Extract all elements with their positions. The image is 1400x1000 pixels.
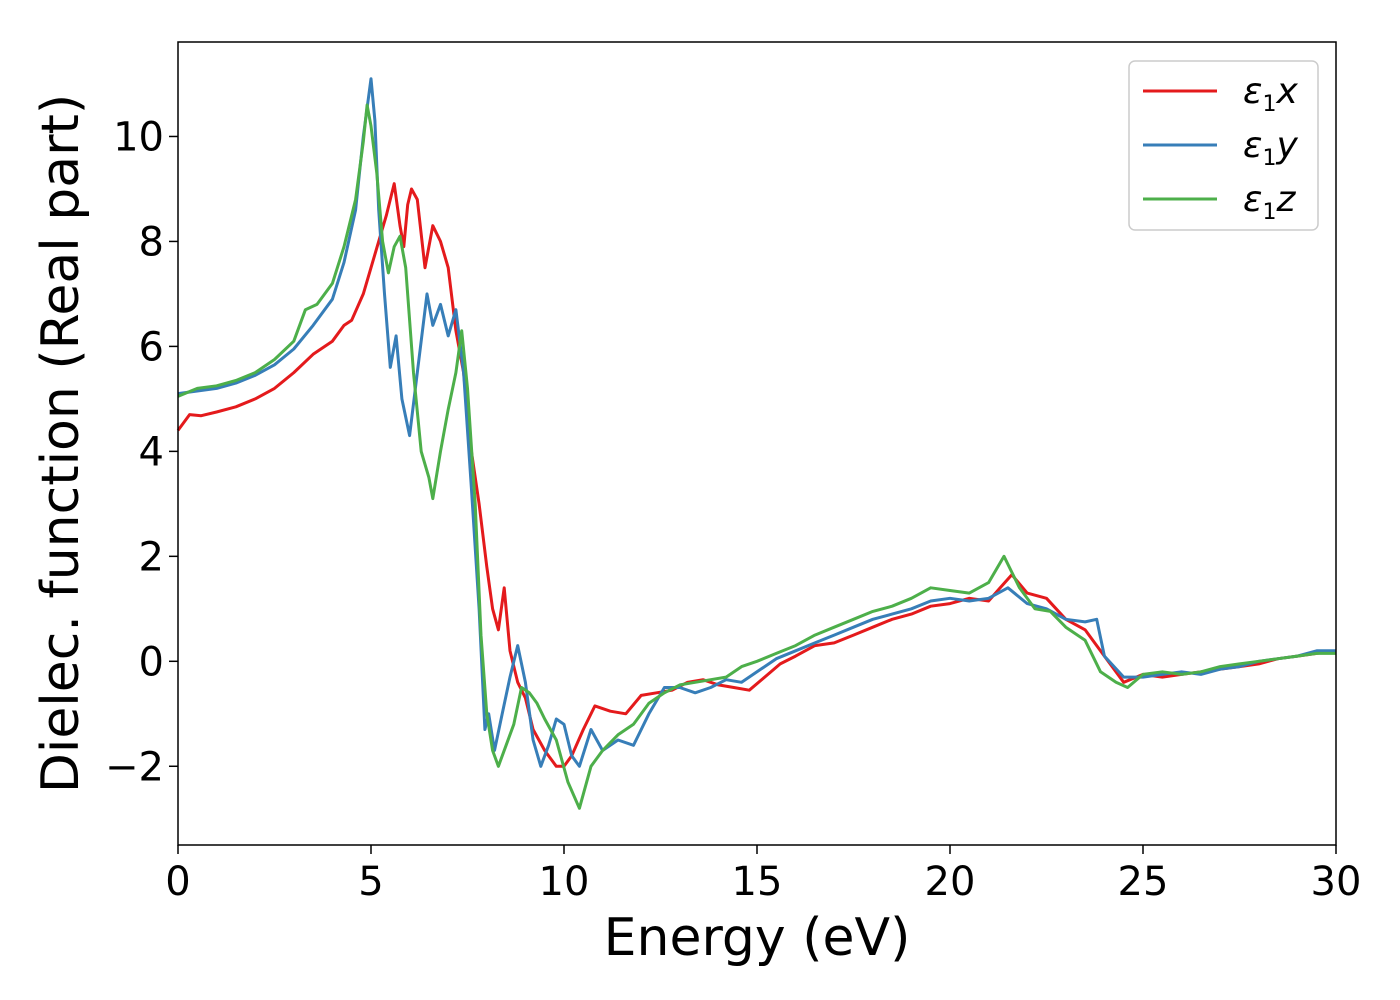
legend-label-x: ε1x [1243, 71, 1298, 117]
y-tick-label: 2 [139, 534, 164, 580]
legend-label-y: ε1y [1243, 125, 1298, 171]
x-axis-label: Energy (eV) [604, 908, 911, 968]
x-tick-label: 20 [925, 859, 976, 905]
y-tick-label: −2 [105, 744, 164, 790]
legend-label-z: ε1z [1243, 179, 1296, 225]
x-tick-label: 25 [1118, 859, 1169, 905]
series-line-x [176, 182, 1337, 768]
x-tick-label: 15 [732, 859, 783, 905]
x-tick-label: 30 [1311, 859, 1362, 905]
y-axis-label: Dielec. function (Real part) [31, 94, 91, 793]
y-axis: −2 0 2 4 6 8 10 [105, 114, 178, 790]
y-tick-label: 0 [139, 639, 164, 685]
x-tick-label: 5 [358, 859, 383, 905]
x-tick-label: 10 [539, 859, 590, 905]
series-line-z [177, 103, 1336, 810]
x-tick-label: 0 [165, 859, 190, 905]
legend: ε1x ε1y ε1z [1128, 60, 1319, 231]
y-tick-label: 10 [113, 114, 164, 160]
y-tick-label: 8 [139, 219, 164, 265]
series-layer [176, 77, 1337, 810]
y-tick-label: 4 [139, 429, 164, 475]
legend-box [1128, 60, 1319, 231]
x-axis: 0 5 10 15 20 25 30 [165, 845, 1361, 905]
y-tick-label: 6 [139, 324, 164, 370]
